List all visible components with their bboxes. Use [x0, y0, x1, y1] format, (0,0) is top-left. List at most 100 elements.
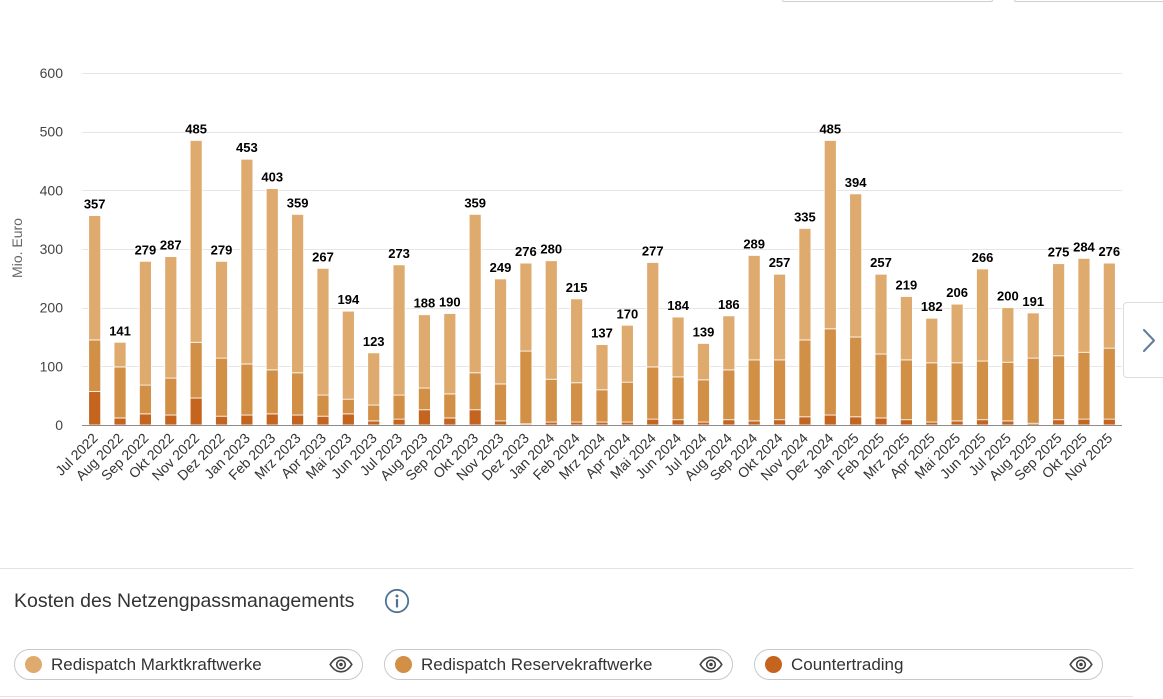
bar-segment-redispatch-marktkraftwerke[interactable] — [722, 315, 736, 371]
bar-segment-countertrading[interactable] — [189, 397, 203, 426]
bar-segment-redispatch-reservekraftwerke[interactable] — [544, 378, 558, 423]
bar-segment-countertrading[interactable] — [443, 417, 457, 426]
bar-segment-countertrading[interactable] — [747, 420, 761, 426]
bar-segment-redispatch-reservekraftwerke[interactable] — [1077, 351, 1091, 420]
bar-stack[interactable] — [950, 303, 964, 426]
bar-segment-countertrading[interactable] — [468, 409, 482, 426]
bar-segment-redispatch-reservekraftwerke[interactable] — [189, 341, 203, 399]
bar-stack[interactable] — [1026, 312, 1040, 426]
bar-stack[interactable] — [747, 255, 761, 426]
bar-segment-redispatch-marktkraftwerke[interactable] — [189, 140, 203, 343]
bar-segment-countertrading[interactable] — [671, 419, 685, 426]
bar-stack[interactable] — [189, 140, 203, 426]
bar-segment-redispatch-marktkraftwerke[interactable] — [620, 324, 634, 383]
bar-segment-countertrading[interactable] — [392, 418, 406, 426]
bar-stack[interactable] — [418, 314, 431, 426]
bar-stack[interactable] — [164, 256, 178, 426]
bar-segment-redispatch-marktkraftwerke[interactable] — [367, 352, 381, 406]
bar-segment-redispatch-marktkraftwerke[interactable] — [1052, 263, 1065, 357]
bar-segment-redispatch-marktkraftwerke[interactable] — [468, 213, 482, 374]
bar-segment-redispatch-reservekraftwerke[interactable] — [925, 362, 939, 423]
bar-segment-redispatch-reservekraftwerke[interactable] — [265, 369, 279, 415]
bar-stack[interactable] — [367, 352, 381, 426]
bar-segment-redispatch-reservekraftwerke[interactable] — [316, 394, 330, 417]
bar-segment-countertrading[interactable] — [595, 421, 609, 426]
bar-segment-countertrading[interactable] — [1077, 418, 1091, 426]
bar-stack[interactable] — [570, 298, 584, 426]
bar-segment-countertrading[interactable] — [823, 414, 837, 426]
bar-segment-countertrading[interactable] — [1001, 420, 1015, 426]
bar-segment-redispatch-reservekraftwerke[interactable] — [646, 366, 660, 420]
bar-segment-countertrading[interactable] — [418, 409, 431, 426]
bar-segment-redispatch-reservekraftwerke[interactable] — [823, 328, 837, 416]
bar-segment-redispatch-marktkraftwerke[interactable] — [671, 316, 685, 378]
bar-segment-redispatch-marktkraftwerke[interactable] — [113, 341, 127, 368]
bar-stack[interactable] — [697, 343, 710, 426]
bar-segment-countertrading[interactable] — [798, 416, 812, 426]
bar-segment-redispatch-marktkraftwerke[interactable] — [164, 256, 178, 379]
bar-segment-redispatch-reservekraftwerke[interactable] — [494, 383, 507, 422]
bar-segment-redispatch-reservekraftwerke[interactable] — [443, 393, 457, 419]
bar-segment-redispatch-reservekraftwerke[interactable] — [113, 366, 127, 419]
bar-segment-redispatch-reservekraftwerke[interactable] — [341, 398, 355, 415]
bar-segment-redispatch-reservekraftwerke[interactable] — [164, 377, 178, 416]
bar-segment-redispatch-marktkraftwerke[interactable] — [544, 260, 558, 380]
bar-segment-redispatch-reservekraftwerke[interactable] — [519, 350, 533, 425]
bar-segment-redispatch-reservekraftwerke[interactable] — [291, 372, 305, 416]
bar-segment-redispatch-marktkraftwerke[interactable] — [88, 215, 102, 341]
bar-segment-redispatch-marktkraftwerke[interactable] — [823, 140, 837, 330]
bar-segment-redispatch-reservekraftwerke[interactable] — [747, 359, 761, 422]
bar-segment-countertrading[interactable] — [620, 421, 634, 426]
bar-stack[interactable] — [265, 188, 279, 426]
bar-segment-redispatch-marktkraftwerke[interactable] — [418, 314, 431, 389]
bar-segment-redispatch-reservekraftwerke[interactable] — [570, 382, 584, 423]
bar-segment-redispatch-reservekraftwerke[interactable] — [88, 339, 102, 392]
bar-stack[interactable] — [823, 140, 837, 426]
bar-segment-redispatch-marktkraftwerke[interactable] — [747, 255, 761, 361]
bar-segment-redispatch-reservekraftwerke[interactable] — [899, 359, 913, 421]
bar-segment-countertrading[interactable] — [646, 418, 660, 426]
top-dropdown-right[interactable] — [1014, 0, 1163, 2]
bar-segment-redispatch-reservekraftwerke[interactable] — [1052, 355, 1065, 421]
bar-stack[interactable] — [874, 273, 888, 426]
bar-segment-redispatch-marktkraftwerke[interactable] — [950, 303, 964, 364]
bar-stack[interactable] — [722, 315, 736, 426]
bar-stack[interactable] — [113, 341, 127, 426]
bar-segment-redispatch-marktkraftwerke[interactable] — [494, 278, 507, 385]
eye-icon[interactable] — [329, 656, 353, 673]
legend-item-redispatch-marktkraftwerke[interactable]: Redispatch Marktkraftwerke — [14, 649, 363, 680]
bar-segment-countertrading[interactable] — [697, 421, 710, 426]
bar-segment-redispatch-reservekraftwerke[interactable] — [367, 404, 381, 422]
bar-segment-redispatch-marktkraftwerke[interactable] — [316, 267, 330, 396]
bar-segment-redispatch-reservekraftwerke[interactable] — [976, 360, 989, 421]
bar-segment-redispatch-reservekraftwerke[interactable] — [595, 389, 609, 423]
bar-stack[interactable] — [291, 213, 305, 426]
bar-segment-redispatch-marktkraftwerke[interactable] — [874, 273, 888, 355]
legend-item-countertrading[interactable]: Countertrading — [754, 649, 1103, 680]
bar-stack[interactable] — [494, 278, 507, 426]
bar-segment-redispatch-marktkraftwerke[interactable] — [849, 193, 863, 338]
bar-segment-countertrading[interactable] — [773, 419, 786, 426]
bar-segment-redispatch-marktkraftwerke[interactable] — [798, 228, 812, 341]
bar-segment-redispatch-reservekraftwerke[interactable] — [1026, 357, 1040, 424]
bar-segment-countertrading[interactable] — [367, 420, 381, 426]
bar-segment-redispatch-marktkraftwerke[interactable] — [1001, 307, 1015, 363]
bar-stack[interactable] — [1001, 307, 1015, 426]
bar-segment-countertrading[interactable] — [113, 417, 127, 426]
bar-stack[interactable] — [671, 316, 685, 426]
bar-segment-redispatch-reservekraftwerke[interactable] — [950, 362, 964, 422]
bar-segment-redispatch-marktkraftwerke[interactable] — [341, 310, 355, 400]
bar-segment-redispatch-reservekraftwerke[interactable] — [392, 394, 406, 420]
bar-stack[interactable] — [139, 260, 152, 426]
bar-segment-countertrading[interactable] — [976, 419, 989, 426]
bar-segment-redispatch-marktkraftwerke[interactable] — [443, 313, 457, 395]
bar-segment-redispatch-marktkraftwerke[interactable] — [139, 260, 152, 386]
bar-stack[interactable] — [341, 310, 355, 426]
bar-segment-countertrading[interactable] — [899, 419, 913, 426]
bar-segment-countertrading[interactable] — [265, 413, 279, 426]
bar-segment-redispatch-reservekraftwerke[interactable] — [1102, 347, 1116, 420]
bar-stack[interactable] — [849, 193, 863, 426]
bar-segment-countertrading[interactable] — [316, 415, 330, 426]
bar-segment-redispatch-reservekraftwerke[interactable] — [798, 339, 812, 418]
bar-stack[interactable] — [316, 267, 330, 426]
